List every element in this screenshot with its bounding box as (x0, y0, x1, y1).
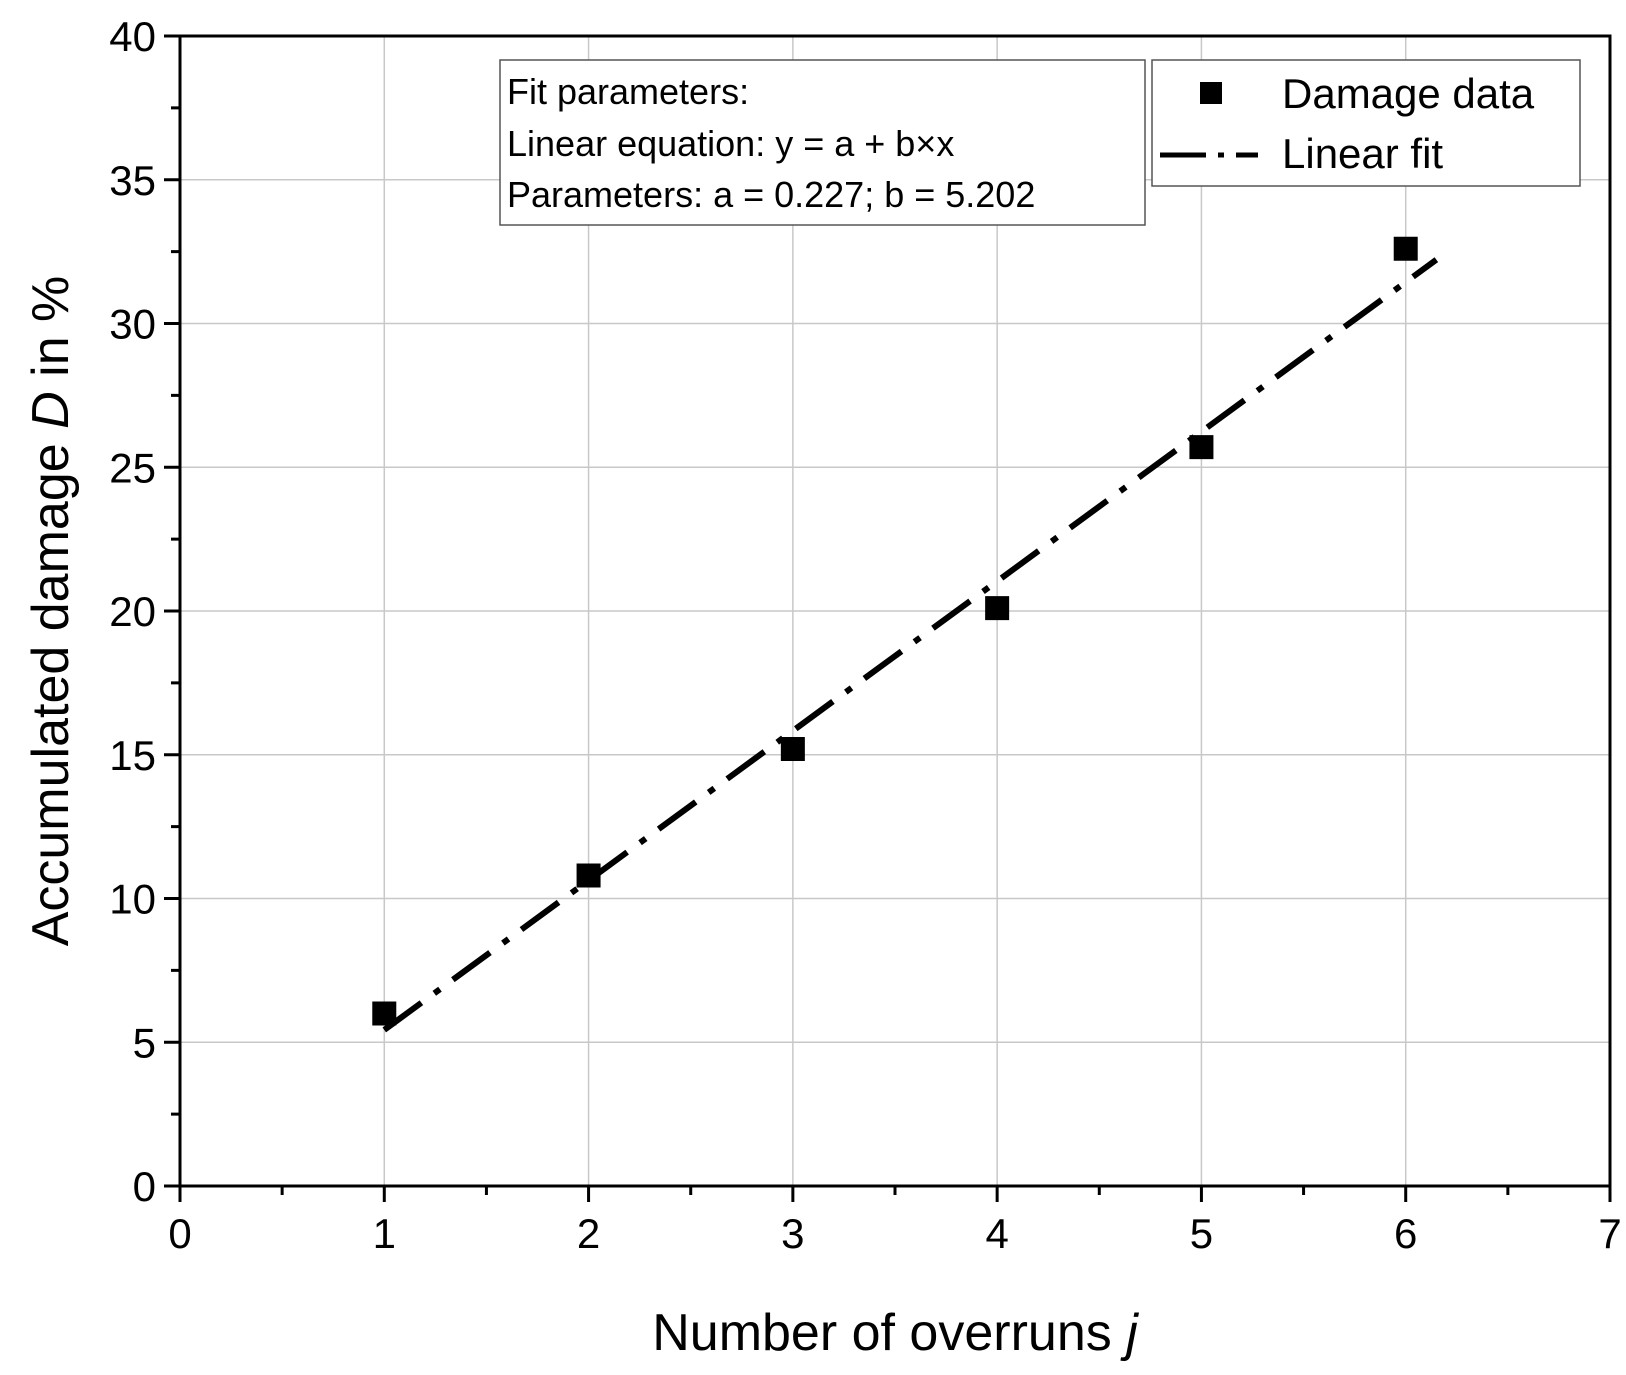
x-tick-label: 2 (577, 1210, 600, 1257)
x-tick-label: 7 (1598, 1210, 1621, 1257)
fit-parameters-heading: Fit parameters: (507, 71, 749, 112)
x-tick-label: 1 (373, 1210, 396, 1257)
x-tick-label: 6 (1394, 1210, 1417, 1257)
legend-square-marker-icon (1200, 82, 1222, 104)
y-tick-label: 5 (133, 1019, 156, 1066)
y-tick-label: 25 (109, 444, 156, 491)
y-tick-label: 40 (109, 13, 156, 60)
damage-data-point (985, 596, 1010, 621)
x-tick-label: 5 (1190, 1210, 1213, 1257)
y-tick-label: 20 (109, 588, 156, 635)
x-tick-label: 3 (781, 1210, 804, 1257)
damage-data-point (576, 863, 601, 888)
y-axis-title: Accumulated damage D in % (22, 276, 80, 947)
legend-frame (1151, 59, 1581, 187)
x-axis-title: Number of overruns j (652, 1304, 1139, 1362)
axis-ticks: 0 1 2 3 4 5 6 7 0 5 10 15 20 25 30 35 40 (109, 13, 1621, 1257)
fit-values-text: Parameters: a = 0.227; b = 5.202 (507, 174, 1035, 215)
damage-data-point (1393, 236, 1418, 261)
legend-label-linear-fit: Linear fit (1282, 130, 1443, 177)
damage-data-point (780, 737, 805, 761)
y-axis-title-text: Accumulated damage (22, 443, 80, 946)
fit-line-layer (382, 257, 1439, 1033)
legend-label-damage-data: Damage data (1282, 70, 1535, 117)
x-axis-title-text: Number of overruns (652, 1304, 1112, 1362)
fit-equation-text: Linear equation: y = a + b×x (507, 123, 954, 164)
y-axis-title-suffix: in % (22, 276, 80, 377)
damage-data-point (1189, 435, 1214, 460)
y-tick-label: 30 (109, 301, 156, 348)
x-tick-label: 4 (985, 1210, 1008, 1257)
linear-fit-line (382, 257, 1439, 1033)
data-points-layer (372, 236, 1418, 1026)
damage-data-point (372, 1001, 397, 1026)
y-tick-label: 10 (109, 876, 156, 923)
x-tick-label: 0 (168, 1210, 191, 1257)
y-axis-variable: D (22, 391, 80, 429)
fit-parameters-box: Fit parameters: Linear equation: y = a +… (499, 59, 1146, 226)
y-tick-label: 0 (133, 1163, 156, 1210)
legend: Damage data Linear fit (1151, 59, 1581, 187)
y-tick-label: 15 (109, 732, 156, 779)
y-tick-label: 35 (109, 157, 156, 204)
fit-parameters-frame (499, 59, 1146, 226)
